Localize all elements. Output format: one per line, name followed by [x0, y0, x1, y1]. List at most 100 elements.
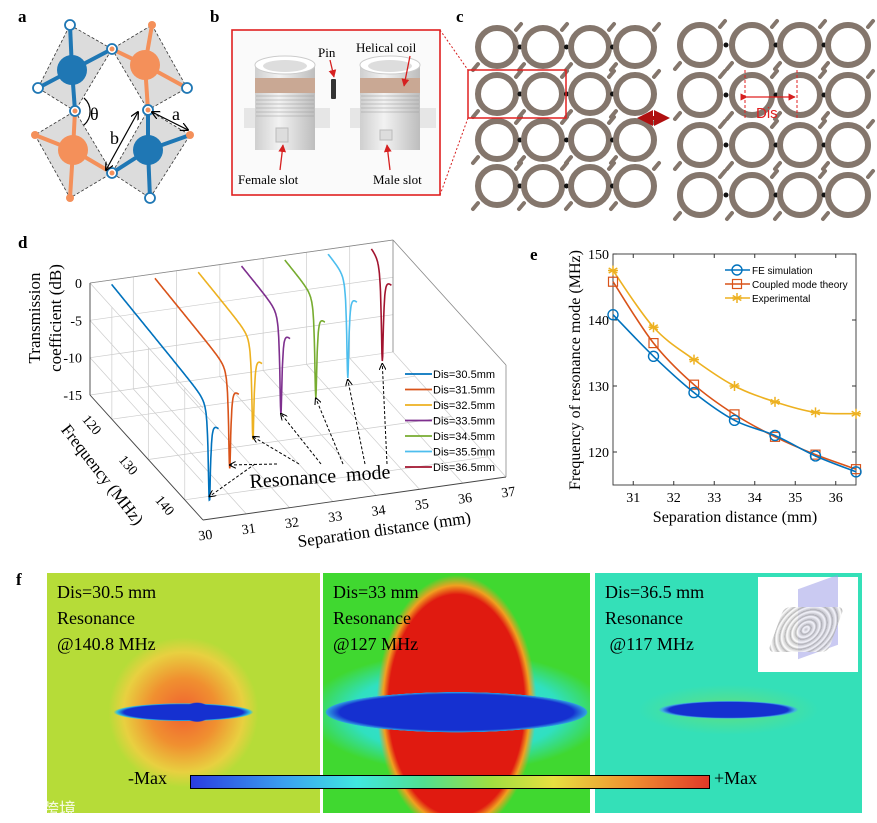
legend-label: Dis=36.5mm: [433, 462, 495, 474]
data-point: [809, 450, 822, 462]
star-stroke: [851, 410, 861, 417]
resonance-arrow: [230, 464, 278, 465]
ring-tab: [607, 69, 616, 79]
ring-tab: [514, 22, 523, 32]
hinge-arm: [143, 24, 154, 66]
hinge-arm: [68, 149, 75, 199]
pin-dot: [773, 192, 779, 198]
ring-tab: [673, 61, 682, 71]
rotating-square: [111, 24, 188, 111]
pin-dot: [821, 142, 827, 148]
resonator-ring: [825, 72, 871, 118]
star-stroke: [729, 382, 740, 390]
series-curve-Dis=32.5mm: [197, 271, 263, 440]
x-tick-label: 31: [241, 522, 257, 539]
panel-label-f: f: [16, 570, 22, 589]
resonator-ring: [521, 118, 565, 162]
pin-dot: [517, 137, 523, 143]
frequency-label: @127 MHz: [333, 634, 419, 654]
resonator-ring: [729, 122, 775, 168]
x-tick-label: 36: [457, 491, 473, 508]
box-edge: [89, 239, 394, 284]
pin-label: Pin: [318, 45, 336, 60]
data-point: [607, 276, 619, 287]
z-tick-label: 0: [75, 277, 82, 292]
hinge-arm: [146, 149, 152, 199]
dis-label: Dis=33 mm: [333, 582, 419, 602]
ring-tab: [770, 69, 779, 79]
pin-dot: [517, 44, 523, 50]
ring-tab: [773, 211, 782, 221]
floor-gridline: [176, 382, 290, 508]
resonator-ring: [475, 72, 519, 116]
z-axis-label-line2: coefficient (dB): [46, 264, 65, 372]
ring-tab: [607, 115, 616, 125]
ring-tab: [821, 161, 830, 171]
end-node: [31, 131, 39, 139]
hinge-arm: [37, 68, 73, 90]
resonator-ring: [613, 118, 657, 162]
legend-label: Dis=35.5mm: [433, 447, 495, 459]
hinge-node: [106, 43, 118, 55]
ring-tab: [514, 69, 523, 79]
resonator-ring: [677, 72, 723, 118]
ring-tab: [770, 119, 779, 129]
field-map-caption: Dis=33 mm Resonance @127 MHz: [333, 579, 419, 657]
ring-tab: [471, 201, 480, 211]
ring-tab: [818, 69, 827, 79]
ring-tab: [673, 111, 682, 121]
series-curve-Dis=34.5mm: [284, 259, 326, 399]
lattice-inset-image: [758, 574, 858, 672]
resonator-ring: [777, 122, 823, 168]
legend-marker: [731, 278, 743, 290]
ring-tab: [607, 22, 616, 32]
coil-resonator-female: [244, 55, 330, 150]
hinge-node: [69, 105, 81, 117]
y-axis-label: Frequency (MHz): [57, 421, 147, 529]
ring-tab: [652, 69, 661, 79]
resonator-ring: [521, 164, 565, 208]
panel-label-c: c: [456, 7, 464, 26]
data-point: [608, 265, 618, 276]
ring-tab: [818, 19, 827, 29]
ring-tab: [718, 19, 727, 29]
unit-cell-highlight: [467, 69, 567, 119]
ring-tab: [517, 201, 526, 211]
legend-label: Dis=30.5mm: [433, 369, 495, 381]
pin-dot: [564, 44, 569, 50]
data-point: [769, 431, 781, 442]
hinge-arm: [71, 148, 114, 175]
resonance-arrow: [209, 463, 256, 497]
ring-tab: [718, 119, 727, 129]
x-tick-label: 35: [788, 491, 802, 506]
hinge-core: [109, 46, 115, 52]
data-point: [851, 408, 861, 419]
floor-gridline: [184, 456, 488, 501]
series-curve-Dis=35.5mm: [327, 253, 358, 378]
pin-dot: [773, 92, 779, 98]
y-tick-label: 150: [588, 248, 609, 263]
x-tick-label: 30: [198, 528, 214, 545]
resonance-label: Resonance: [605, 608, 683, 628]
data-point: [850, 466, 862, 478]
hinge-arm: [143, 64, 150, 111]
series-curve-Dis=31.5mm: [154, 277, 240, 469]
ring-tab: [564, 62, 573, 72]
ring-tab: [773, 61, 782, 71]
node-mass: [133, 135, 163, 165]
resonance-arrow: [281, 414, 322, 465]
watermark: 大数跨境: [8, 800, 76, 820]
open-node: [181, 82, 193, 94]
legend-label: Dis=33.5mm: [433, 416, 495, 428]
metamaterial-lattice: [471, 19, 875, 221]
field-map-dis-30-5: Dis=30.5 mm Resonance @140.8 MHz: [47, 573, 320, 813]
legend-marker: [731, 264, 743, 276]
resonator-ring: [777, 72, 823, 118]
star-stroke: [608, 267, 618, 274]
resonator-ring: [825, 172, 871, 218]
frequency-label: @117 MHz: [605, 634, 694, 654]
ring-tab: [564, 201, 573, 211]
hinge-arm: [111, 47, 146, 67]
resonance-label: Resonance: [333, 608, 411, 628]
legend-label: Dis=31.5mm: [433, 385, 495, 397]
